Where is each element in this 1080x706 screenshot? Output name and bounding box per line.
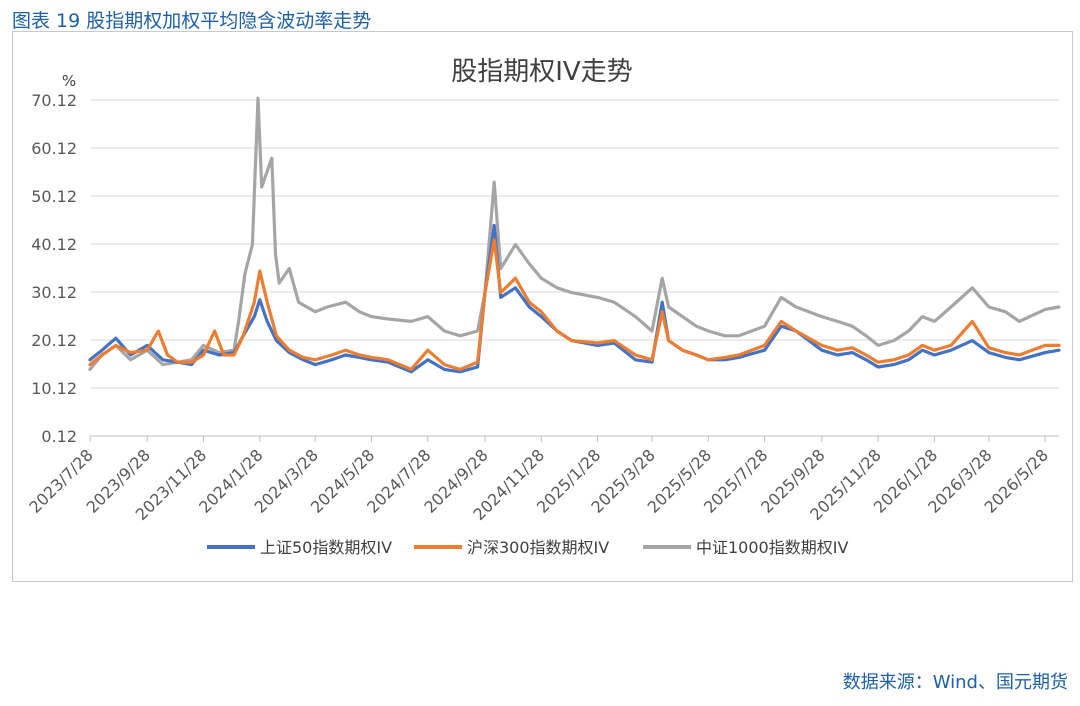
- legend-label-zz1000: 中证1000指数期权IV: [696, 538, 848, 557]
- chart-title: 股指期权IV走势: [451, 57, 632, 87]
- figure-caption: 图表 19 股指期权加权平均隐含波动率走势: [12, 10, 372, 32]
- y-tick-label: 10.12: [31, 379, 77, 398]
- legend: 上证50指数期权IV 沪深300指数期权IV 中证1000指数期权IV: [207, 538, 848, 557]
- x-axis: 2023/7/282023/9/282023/11/282024/1/28202…: [25, 435, 1059, 524]
- y-tick-label: 20.12: [31, 331, 77, 350]
- y-tick-label: 50.12: [31, 187, 77, 206]
- source-note: 数据来源：Wind、国元期货: [842, 672, 1068, 693]
- iv-line-chart: 股指期权IV走势 % 0.12 10.12 20.12 30.12 40.12 50.12…: [25, 57, 1061, 557]
- grid-lines: [90, 99, 1059, 437]
- y-tick-label: 0.12: [41, 427, 77, 446]
- series-lines: [88, 96, 1061, 374]
- legend-label-hs300: 沪深300指数期权IV: [467, 538, 609, 557]
- y-axis-ticks: 0.12 10.12 20.12 30.12 40.12 50.12 60.12 70.12: [31, 91, 77, 446]
- y-tick-label: 60.12: [31, 139, 77, 158]
- legend-label-sz50: 上证50指数期权IV: [260, 538, 392, 557]
- y-tick-label: 40.12: [31, 235, 77, 254]
- y-tick-label: 30.12: [31, 283, 77, 302]
- series-line-hs300: [88, 238, 1061, 371]
- series-line-zz1000: [88, 96, 1061, 371]
- y-tick-label: 70.12: [31, 91, 77, 110]
- chart-frame: 股指期权IV走势 % 0.12 10.12 20.12 30.12 40.12 50.12…: [12, 31, 1073, 582]
- y-axis-unit: %: [62, 72, 76, 90]
